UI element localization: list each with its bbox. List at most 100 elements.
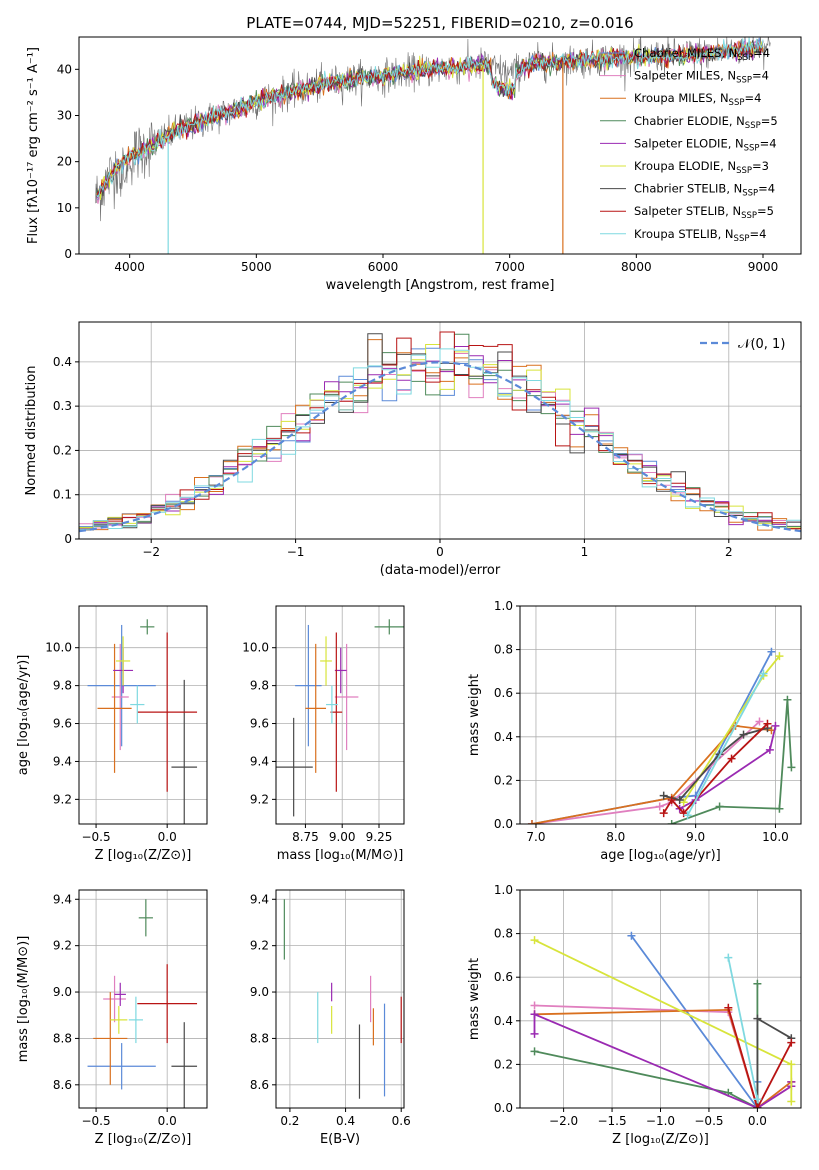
y-axis-label: mass weight xyxy=(467,674,482,756)
weight-marker xyxy=(675,796,684,805)
age-vs-metallicity-panel: −0.5 0.0 9.2 9.4 9.6 9.8 10.0 Z [log₁₀(Z/Z⊙)] ag… xyxy=(16,605,208,863)
y-tick-label: 0.2 xyxy=(53,443,72,457)
weight-marker xyxy=(765,745,774,754)
y-tick-label: 8.8 xyxy=(250,1031,269,1045)
y-tick-label: 9.2 xyxy=(53,792,72,806)
y-tick-label: 20 xyxy=(57,155,72,169)
spectrum-panel: 4000 5000 6000 7000 8000 9000 0 10 20 30 40 Chabrie… xyxy=(26,36,802,293)
x-tick-label: 9.0 xyxy=(686,830,705,844)
x-tick-label: −0.5 xyxy=(81,1114,110,1128)
x-tick-label: 9.00 xyxy=(329,830,356,844)
y-tick-label: 0.0 xyxy=(494,817,513,831)
y-tick-label: 10 xyxy=(57,201,72,215)
weight-marker xyxy=(767,647,776,656)
y-tick-label: 9.6 xyxy=(53,717,72,731)
age-vs-mass-panel: 8.75 9.00 9.25 9.2 9.4 9.6 9.8 10.0 mass [log₁₀(… xyxy=(242,605,405,863)
axes-border xyxy=(519,605,802,825)
errorbar-salpeter-miles xyxy=(334,643,359,751)
legend-text: Chabrier ELODIE, N xyxy=(634,114,745,128)
y-tick-label: 10.0 xyxy=(45,641,72,655)
x-tick-label: 8.75 xyxy=(292,830,319,844)
legend-entry: Chabrier MILES, NSSP=4 xyxy=(634,46,770,63)
legend-entry: Kroupa STELIB, NSSP=4 xyxy=(634,227,766,244)
weight-marker xyxy=(683,811,692,820)
y-tick-label: 9.8 xyxy=(53,679,72,693)
errorbar-chabrier-stelib xyxy=(171,679,198,824)
legend-tail: =4 xyxy=(758,182,775,196)
legend-text: Salpeter STELIB, N xyxy=(634,204,741,218)
errorbar-kroupa-elodie xyxy=(110,1005,128,1034)
weight-series-kroupa-elodie xyxy=(530,936,796,1106)
y-tick-label: 9.4 xyxy=(250,892,269,906)
legend-entry: Kroupa ELODIE, NSSP=3 xyxy=(634,159,769,176)
weight-series-kroupa-stelib xyxy=(683,669,768,820)
weight-marker xyxy=(753,979,762,988)
weight-line xyxy=(686,673,765,816)
axes-frame: −2.0 −1.5 −1.0 −0.5 0.0 0.0 0.2 0.4 0.6 0.8 1.0 xyxy=(494,883,802,1128)
y-tick-label: 0.2 xyxy=(494,773,513,787)
y-tick-label: 9.2 xyxy=(250,792,269,806)
x-tick-label: −2.0 xyxy=(549,1114,578,1128)
weight-marker xyxy=(763,719,772,728)
plot-area xyxy=(87,899,198,1108)
x-axis-label: (data-model)/error xyxy=(380,563,501,578)
errorbar-chabrier-miles xyxy=(87,1043,156,1090)
x-tick-label: 0.2 xyxy=(280,1114,299,1128)
y-tick-label: 10.0 xyxy=(242,641,269,655)
axes-frame: −0.5 0.0 9.2 9.4 9.6 9.8 10.0 xyxy=(45,605,208,844)
x-tick-label: −0.5 xyxy=(81,830,110,844)
x-axis-label: wavelength [Angstrom, rest frame] xyxy=(326,278,555,293)
axes-frame: 4000 5000 6000 7000 8000 9000 0 10 20 30 40 xyxy=(57,36,802,274)
errorbar-kroupa-miles xyxy=(93,992,128,1085)
weight-marker xyxy=(530,1047,539,1056)
errorbar-kroupa-stelib xyxy=(326,685,338,724)
weight-marker xyxy=(787,763,796,772)
y-tick-label: 0.3 xyxy=(53,399,72,413)
legend-tail: =5 xyxy=(761,114,778,128)
weight-marker xyxy=(530,1029,539,1038)
weight-marker xyxy=(759,669,768,678)
x-tick-label: 7000 xyxy=(494,260,525,274)
x-tick-label: 0 xyxy=(436,545,444,559)
normal-reference-curve xyxy=(79,361,801,533)
weight-series-kroupa-stelib xyxy=(724,953,762,1104)
x-tick-label: 0.0 xyxy=(158,830,177,844)
legend-tail: =4 xyxy=(760,136,777,150)
weight-marker xyxy=(667,820,676,824)
weight-marker xyxy=(724,953,733,962)
plot-area xyxy=(95,37,771,254)
errorbar-kroupa-elodie xyxy=(115,636,131,686)
legend-subscript: SSP xyxy=(729,98,745,108)
errorbar-chabrier-miles xyxy=(295,624,322,747)
x-tick-label: 2 xyxy=(725,545,733,559)
weight-line xyxy=(679,725,777,810)
x-tick-label: −2 xyxy=(142,545,160,559)
x-axis-label: E(B-V) xyxy=(320,1132,360,1147)
plot-area xyxy=(276,619,404,817)
y-tick-label: 0.6 xyxy=(494,686,513,700)
legend-text: Salpeter MILES, N xyxy=(634,69,736,83)
legend-subscript: SSP xyxy=(741,211,757,221)
y-tick-label: 0.4 xyxy=(494,1014,513,1028)
legend-subscript: SSP xyxy=(736,76,752,86)
legend-entry: Salpeter MILES, NSSP=4 xyxy=(634,69,769,86)
histogram-legend: 𝒩(0, 1) xyxy=(700,337,785,352)
x-tick-label: −1 xyxy=(287,545,305,559)
x-tick-label: 7.0 xyxy=(526,830,545,844)
y-tick-label: 9.0 xyxy=(53,985,72,999)
legend-entry: 𝒩(0, 1) xyxy=(738,337,785,352)
axes-frame: −0.5 0.0 8.6 8.8 9.0 9.2 9.4 xyxy=(53,889,208,1128)
y-tick-label: 8.6 xyxy=(53,1078,72,1092)
weight-marker xyxy=(655,802,664,811)
x-axis-label: Z [log₁₀(Z/Z⊙)] xyxy=(95,1132,192,1147)
y-tick-label: 9.0 xyxy=(250,985,269,999)
y-tick-label: 0.4 xyxy=(53,355,72,369)
y-tick-label: 0.4 xyxy=(494,730,513,744)
weight-marker xyxy=(530,936,539,945)
y-tick-label: 0.1 xyxy=(53,488,72,502)
axes-border xyxy=(78,36,802,255)
legend-entry: Chabrier ELODIE, NSSP=5 xyxy=(634,114,778,131)
figure-title: PLATE=0744, MJD=52251, FIBERID=0210, z=0… xyxy=(246,14,633,32)
